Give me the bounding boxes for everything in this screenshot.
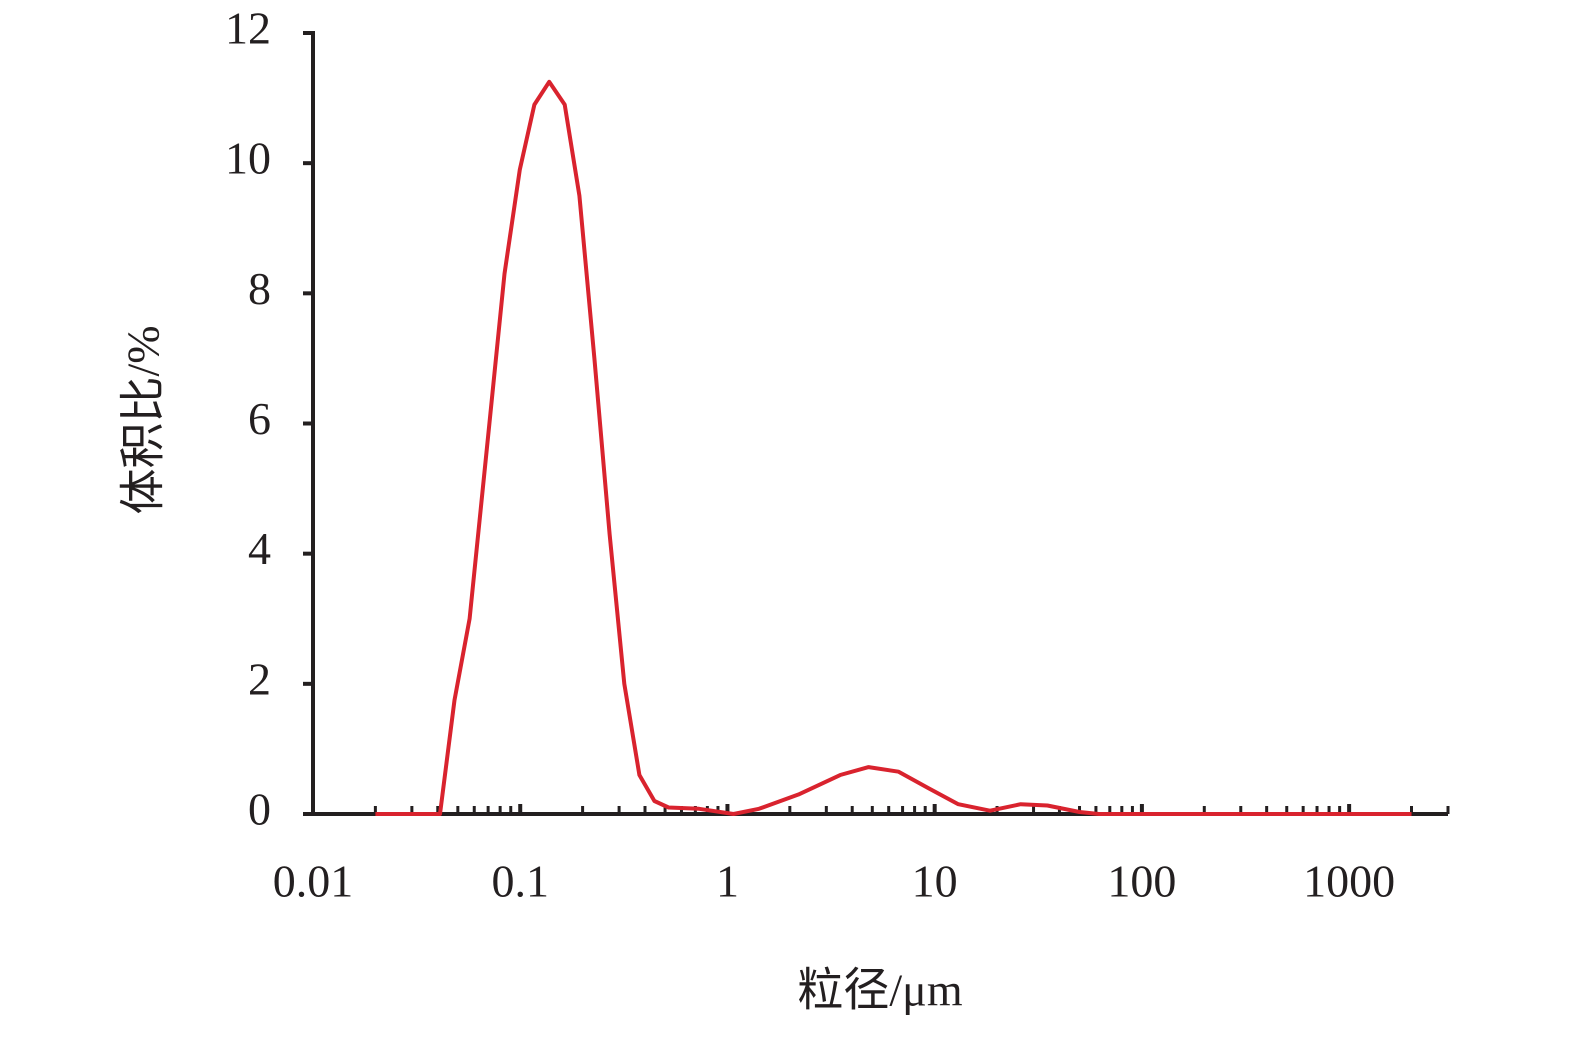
y-tick-label: 0 xyxy=(248,784,271,835)
x-tick-label: 100 xyxy=(1107,856,1176,907)
y-tick-label: 2 xyxy=(248,653,271,704)
x-tick-label: 0.1 xyxy=(491,856,549,907)
y-axis-title: 体积比/% xyxy=(118,325,169,514)
x-tick-label: 0.01 xyxy=(273,856,354,907)
data-line xyxy=(375,79,1412,816)
x-tick-label: 10 xyxy=(912,856,958,907)
x-tick-label: 1 xyxy=(716,856,739,907)
x-tick-label: 1000 xyxy=(1303,856,1395,907)
y-tick-label: 10 xyxy=(225,133,271,184)
y-tick-label: 6 xyxy=(248,393,271,444)
y-tick-label: 8 xyxy=(248,263,271,314)
y-tick-label: 4 xyxy=(248,523,271,574)
y-tick-label: 12 xyxy=(225,3,271,54)
x-axis-title: 粒径/μm xyxy=(797,965,962,1016)
